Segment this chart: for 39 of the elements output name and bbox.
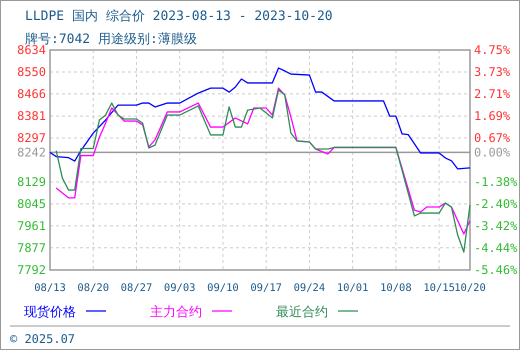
line-series: [49, 67, 471, 170]
x-tick-label: 09/17: [250, 282, 282, 294]
y2-tick-label: 4.75%: [474, 43, 511, 57]
x-tick-label: 09/10: [207, 282, 239, 294]
y2-tick-label: -5.46%: [474, 263, 518, 277]
y-tick-label: 8242: [17, 145, 46, 160]
legend-label: 主力合约: [150, 304, 202, 320]
x-tick-label: 09/03: [164, 282, 196, 294]
y-tick-label: 7792: [17, 263, 46, 277]
y-tick-label: 7961: [17, 218, 46, 233]
y2-tick-label: -3.42%: [474, 219, 518, 234]
x-tick-label: 10/08: [380, 282, 412, 294]
x-tick-label: 08/27: [120, 282, 152, 294]
legend-label: 最近合约: [276, 305, 328, 320]
y-tick-label: 8045: [17, 196, 46, 211]
y2-tick-label: 0.67%: [474, 130, 511, 145]
y2-tick-label: 2.71%: [474, 86, 511, 101]
legend-label: 现货价格: [24, 305, 76, 320]
y2-tick-label: -2.40%: [474, 197, 518, 212]
y2-tick-label: -4.44%: [474, 241, 518, 256]
y2-tick-label: 0.00%: [474, 145, 511, 160]
y-tick-label: 7877: [17, 240, 46, 255]
y-tick-label: 8550: [17, 64, 46, 79]
x-tick-label: 08/13: [34, 282, 66, 294]
y-tick-label: 8297: [17, 131, 46, 146]
y-tick-label: 8129: [17, 174, 46, 189]
y-tick-label: 8381: [17, 109, 46, 124]
x-tick-label: 10/20: [454, 282, 486, 294]
x-tick-label: 10/15: [423, 282, 455, 294]
x-tick-label: 08/20: [77, 282, 110, 294]
y2-tick-label: 1.69%: [474, 108, 511, 123]
y2-tick-label: 3.73%: [474, 64, 511, 79]
x-tick-label: 09/24: [294, 282, 326, 294]
y-tick-label: 8466: [17, 86, 46, 101]
chart-title: LLDPE 国内 综合价 2023-08-13 - 2023-10-20: [25, 9, 333, 24]
x-tick-label: 10/01: [336, 282, 368, 294]
y2-tick-label: -1.38%: [474, 175, 518, 190]
y-tick-label: 8634: [17, 43, 46, 57]
text: © 2025.07: [10, 332, 76, 346]
